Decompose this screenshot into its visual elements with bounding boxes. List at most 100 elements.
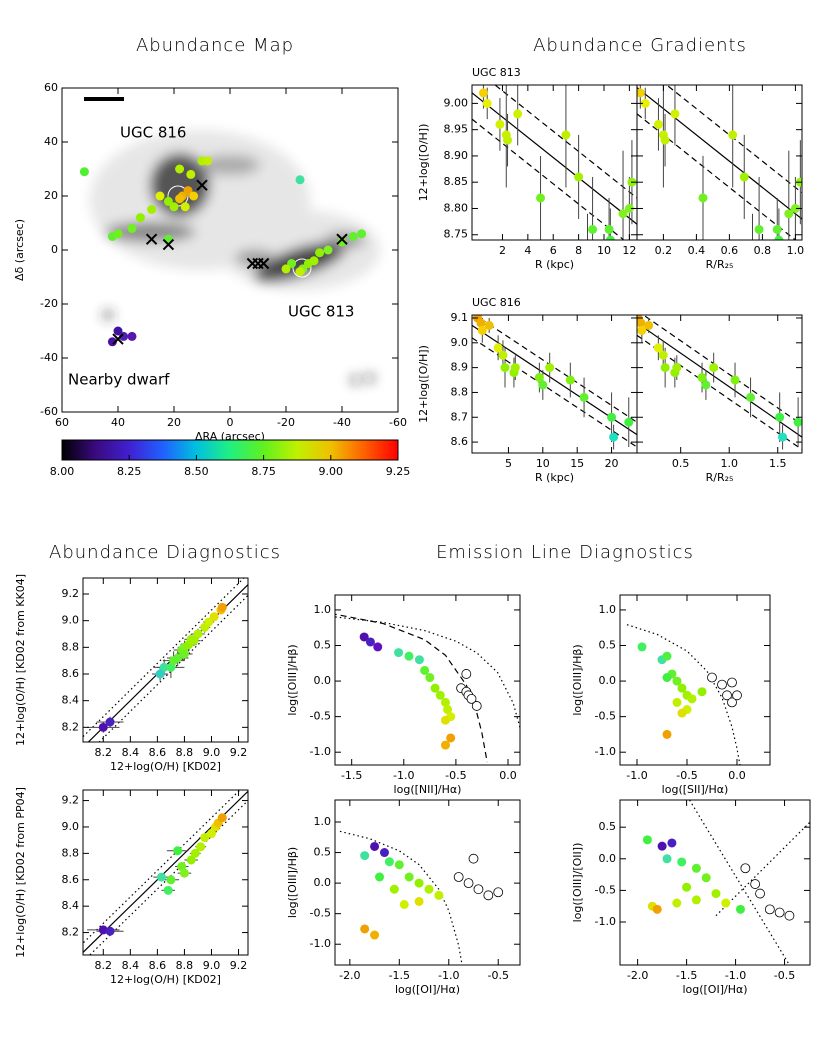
data-point bbox=[127, 223, 137, 233]
x-tick-label: -1.0 bbox=[438, 969, 459, 982]
cross-marker bbox=[112, 333, 124, 345]
plot-frame bbox=[636, 84, 803, 241]
x-tick-label: 9.2 bbox=[230, 746, 248, 759]
y-tick-label: -40 bbox=[40, 351, 58, 364]
model-line bbox=[637, 322, 802, 438]
plot-frame bbox=[471, 84, 638, 241]
data-point bbox=[420, 665, 430, 675]
data-point bbox=[493, 343, 503, 353]
open-point bbox=[727, 697, 737, 708]
y-tick-label: -0.5 bbox=[595, 710, 616, 723]
data-point bbox=[583, 241, 592, 250]
data-point bbox=[691, 895, 701, 905]
data-point bbox=[173, 846, 183, 856]
y-tick-label: 9.2 bbox=[62, 794, 80, 807]
y-tick-label: 8.6 bbox=[62, 873, 80, 886]
data-point bbox=[498, 350, 508, 360]
data-point bbox=[357, 229, 367, 239]
model-line bbox=[642, 315, 802, 426]
model-line bbox=[689, 800, 790, 965]
x-tick-label: -60 bbox=[389, 416, 407, 429]
y-tick-label: 8.8 bbox=[62, 640, 80, 653]
open-point bbox=[764, 904, 775, 915]
data-point bbox=[309, 256, 319, 266]
y-tick-label: 20 bbox=[44, 189, 58, 202]
data-point bbox=[179, 649, 189, 659]
data-point bbox=[107, 337, 117, 347]
data-point bbox=[399, 900, 409, 909]
data-point bbox=[203, 156, 213, 166]
data-point bbox=[640, 98, 650, 108]
y-tick-label: 0.5 bbox=[314, 846, 332, 859]
y-tick-label: -0.5 bbox=[595, 883, 616, 896]
data-point bbox=[337, 237, 347, 247]
data-point bbox=[534, 373, 544, 383]
x-tick-label: 8.2 bbox=[95, 959, 113, 972]
x-tick-label: 60 bbox=[55, 416, 69, 429]
plot-area bbox=[79, 156, 367, 347]
y-tick-label: -1.0 bbox=[310, 745, 331, 758]
data-point bbox=[169, 656, 179, 666]
x-tick-label: 0.8 bbox=[754, 244, 772, 257]
section-title: Emission Line Diagnostics bbox=[436, 542, 694, 563]
y-tick-label: 8.8 bbox=[451, 385, 469, 398]
model-line bbox=[665, 85, 802, 194]
data-point bbox=[155, 669, 165, 679]
data-point bbox=[404, 872, 414, 882]
data-point bbox=[662, 854, 672, 864]
data-point bbox=[538, 380, 548, 390]
x-tick-label: -40 bbox=[333, 416, 351, 429]
data-point bbox=[127, 331, 137, 341]
data-point bbox=[169, 202, 179, 212]
data-point bbox=[375, 872, 385, 882]
y-axis-label: log([OIII]/Hβ) bbox=[571, 644, 584, 715]
data-point bbox=[510, 363, 520, 373]
panel-title: UGC 813 bbox=[472, 66, 521, 79]
plot-area bbox=[637, 85, 802, 240]
data-point bbox=[728, 130, 738, 140]
data-point bbox=[721, 898, 731, 908]
data-point bbox=[482, 98, 492, 108]
y-tick-label: 1.0 bbox=[314, 603, 332, 616]
x-tick-label: 9.0 bbox=[203, 959, 221, 972]
y-tick-label: 9.1 bbox=[451, 311, 469, 324]
model-line bbox=[335, 613, 488, 763]
data-point bbox=[175, 164, 185, 174]
x-tick-label: 40 bbox=[111, 416, 125, 429]
open-point bbox=[468, 853, 479, 864]
x-tick-label: -1.0 bbox=[725, 969, 746, 982]
data-point bbox=[379, 848, 389, 858]
data-point bbox=[784, 209, 794, 219]
y-tick-label: 0 bbox=[51, 243, 58, 256]
data-point bbox=[662, 651, 672, 661]
data-point bbox=[677, 708, 687, 718]
x-tick-label: -1.0 bbox=[393, 769, 414, 782]
y-axis-label: log([OIII]/Hβ) bbox=[286, 847, 299, 918]
annotation: UGC 813 bbox=[288, 303, 354, 321]
y-tick-label: 8.4 bbox=[62, 899, 80, 912]
data-point bbox=[373, 642, 383, 652]
y-tick-label: 9.00 bbox=[444, 96, 469, 109]
x-tick-label: -1.5 bbox=[341, 769, 362, 782]
data-point bbox=[478, 88, 488, 98]
data-point bbox=[561, 130, 571, 140]
y-tick-label: 9.0 bbox=[62, 614, 80, 627]
model-line bbox=[339, 830, 463, 965]
section-title: Abundance Diagnostics bbox=[49, 542, 281, 563]
data-point bbox=[414, 878, 424, 888]
y-axis-label: log([OIII]/[OII]) bbox=[571, 843, 584, 923]
y-tick-label: 8.80 bbox=[444, 201, 469, 214]
x-tick-label: 8.4 bbox=[122, 746, 140, 759]
data-point bbox=[677, 683, 687, 693]
colorbar-tick-label: 8.00 bbox=[50, 465, 75, 478]
data-point bbox=[281, 264, 291, 274]
data-point bbox=[682, 882, 692, 892]
cross-marker bbox=[145, 233, 158, 245]
y-tick-label: 9.0 bbox=[451, 336, 469, 349]
data-point bbox=[186, 855, 196, 865]
data-point bbox=[295, 267, 305, 277]
data-point bbox=[711, 889, 721, 899]
colorbar-tick-label: 9.25 bbox=[386, 465, 411, 478]
x-axis-label: R/R₂₅ bbox=[706, 471, 734, 484]
data-point bbox=[500, 363, 510, 373]
